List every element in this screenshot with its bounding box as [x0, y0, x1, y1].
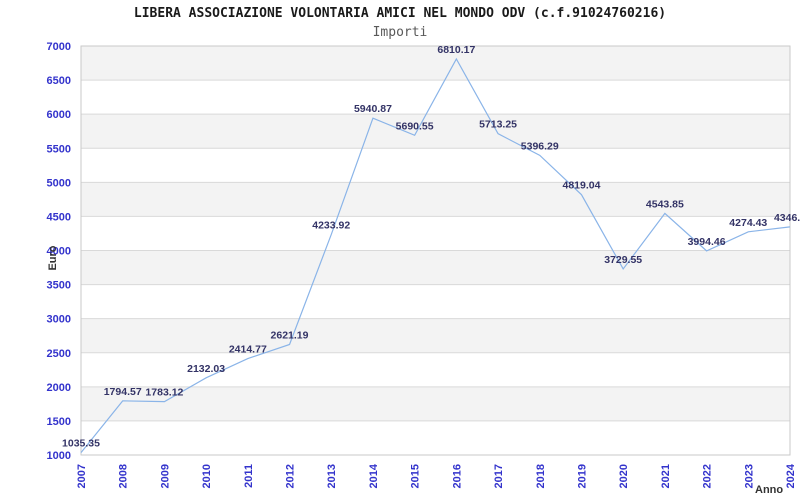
- plot-band: [81, 318, 790, 353]
- x-tick-label: 2010: [201, 464, 213, 488]
- data-point-label: 3729.55: [604, 254, 642, 266]
- y-tick-label: 4000: [47, 246, 71, 258]
- plot-band: [81, 420, 790, 455]
- y-tick-label: 2500: [47, 348, 71, 360]
- plot-border: [80, 45, 791, 456]
- y-tick-label: 3000: [47, 314, 71, 326]
- data-point-label: 2621.19: [271, 329, 309, 341]
- data-point-label: 1035.35: [62, 438, 100, 450]
- x-tick-label: 2007: [76, 464, 88, 488]
- series-line: [80, 57, 791, 453]
- x-tick-label: 2008: [118, 464, 130, 488]
- y-tick-label: 2000: [47, 382, 71, 394]
- x-axis-ticks: 2007 2008 2009 2010 2011 2012 2013 2014 2015 2016…: [76, 463, 797, 488]
- data-point-label: 1783.12: [145, 387, 183, 399]
- y-tick-label: 7000: [47, 41, 71, 53]
- plot-band: [81, 216, 790, 251]
- y-tick-label: 4500: [47, 211, 71, 223]
- data-point-label: 5396.29: [521, 140, 559, 152]
- x-tick-label: 2020: [618, 464, 630, 488]
- y-axis-ticks: 1000 1500 2000 2500 3000 3500 4000 4500 5000 5500…: [47, 41, 71, 462]
- data-point-label: 3994.46: [688, 236, 726, 248]
- x-tick-label: 2018: [535, 464, 547, 488]
- data-point-label: 5690.55: [396, 120, 434, 132]
- x-tick-label: 2023: [743, 464, 755, 488]
- x-tick-label: 2011: [243, 464, 255, 488]
- x-tick-label: 2016: [451, 464, 463, 488]
- data-point-label: 5713.25: [479, 119, 517, 131]
- x-tick-label: 2024: [785, 463, 797, 488]
- y-tick-label: 3500: [47, 280, 71, 292]
- x-tick-label: 2022: [702, 464, 714, 488]
- data-point-label: 2414.77: [229, 344, 267, 356]
- plot-band: [81, 386, 790, 421]
- plot-band: [81, 114, 790, 149]
- data-point-label: 4543.85: [646, 198, 684, 210]
- x-tick-label: 2009: [159, 464, 171, 488]
- plot-band: [81, 250, 790, 285]
- x-tick-label: 2012: [285, 464, 297, 488]
- data-point-label: 5940.87: [354, 103, 392, 115]
- x-tick-label: 2015: [410, 464, 422, 488]
- series-group: [80, 57, 791, 453]
- plot-bands: [81, 46, 790, 455]
- x-tick-label: 2014: [368, 463, 380, 488]
- data-point-label: 1794.57: [104, 386, 142, 398]
- y-tick-label: 6500: [47, 75, 71, 87]
- data-point-label: 6810.17: [437, 44, 475, 56]
- chart-title: LIBERA ASSOCIAZIONE VOLONTARIA AMICI NEL…: [133, 6, 667, 21]
- y-tick-label: 5000: [47, 177, 71, 189]
- gridlines: [80, 45, 791, 456]
- plot-band: [81, 182, 790, 217]
- x-tick-label: 2017: [493, 464, 505, 488]
- plot-band: [81, 284, 790, 319]
- y-tick-label: 6000: [47, 109, 71, 121]
- data-labels: 1035.35 1794.57 1783.12 2132.03 2414.77 2621.…: [62, 44, 800, 450]
- data-point-label: 4346.4: [774, 212, 800, 224]
- x-tick-label: 2013: [326, 464, 338, 488]
- plot-band: [81, 46, 790, 81]
- plot-band: [81, 148, 790, 183]
- x-tick-label: 2019: [576, 464, 588, 488]
- y-axis-title: Euro: [47, 245, 59, 270]
- data-point-label: 4819.04: [562, 180, 600, 192]
- data-point-label: 4233.92: [312, 220, 350, 232]
- y-tick-label: 5500: [47, 143, 71, 155]
- chart-subtitle: Importi: [372, 25, 428, 40]
- data-point-label: 4274.43: [729, 217, 767, 229]
- x-axis-title: Anno: [755, 484, 783, 496]
- data-point-label: 2132.03: [187, 363, 225, 375]
- y-tick-label: 1500: [47, 416, 71, 428]
- y-tick-label: 1000: [47, 450, 71, 462]
- x-tick-label: 2021: [660, 464, 672, 488]
